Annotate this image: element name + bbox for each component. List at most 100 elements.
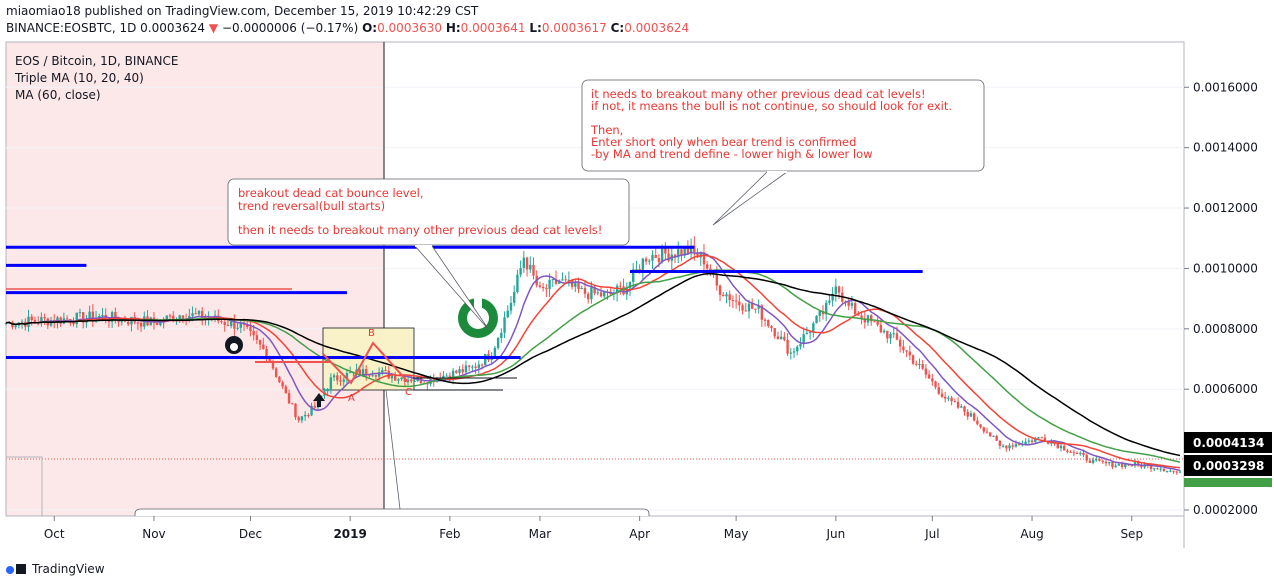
candle-body: [262, 344, 265, 349]
candle-body: [805, 332, 809, 335]
candle-body: [882, 330, 886, 333]
candle-body: [680, 249, 683, 256]
x-tick-label: 2019: [333, 527, 366, 541]
candle-body: [783, 336, 786, 340]
candle-body: [484, 353, 487, 365]
candle-body: [461, 369, 464, 373]
close-value: 0.0003624: [624, 21, 690, 35]
symbol-ohlc-line: BINANCE:EOSBTC, 1D 0.0003624 ▼ −0.000000…: [6, 21, 689, 35]
candle-body: [313, 405, 316, 408]
candle-body: [834, 286, 838, 294]
callout-2-line-6: -by MA and trend define - lower high & l…: [591, 147, 873, 161]
price-axis[interactable]: 0.0016000 0.0014000 0.0012000 0.0010000 0.00…: [1184, 80, 1258, 517]
candle-body: [197, 310, 201, 315]
candle-body: [516, 274, 519, 293]
candle-body: [191, 313, 194, 317]
candle-body: [464, 365, 468, 373]
price-chart[interactable]: 0.0016000 0.0014000 0.0012000 0.0010000 0.00…: [0, 0, 1274, 556]
candle-body: [541, 286, 545, 289]
candle-body: [178, 315, 181, 320]
y-tick-label: 0.0008000: [1193, 322, 1258, 336]
candle-body: [474, 366, 477, 368]
candle-body: [628, 281, 632, 289]
drawn-rectangle: [5, 456, 43, 517]
candle-body: [779, 336, 783, 340]
x-tick-label: Apr: [629, 527, 650, 541]
candle-body: [75, 312, 78, 325]
candle-body: [1001, 445, 1005, 447]
candle-body: [689, 245, 693, 254]
candle-body: [1172, 470, 1175, 472]
candle-body: [101, 314, 104, 317]
candle-body: [278, 376, 281, 383]
svg-text:0.0004134: 0.0004134: [1193, 436, 1264, 450]
callout-2-line-2: if not, it means the bull is not continu…: [591, 99, 952, 113]
candle-body: [660, 246, 664, 263]
candle-body: [1159, 468, 1162, 470]
x-tick-label: Feb: [439, 527, 460, 541]
candle-body: [20, 321, 24, 323]
dead-cat-levels[interactable]: [6, 245, 923, 359]
candle-body: [345, 373, 349, 380]
annotation-callout-3[interactable]: [134, 389, 650, 516]
candle-body: [368, 375, 371, 377]
annotation-callout-1[interactable]: breakout dead cat bounce level, trend re…: [227, 178, 630, 331]
candle-body: [1027, 440, 1031, 442]
candle-body: [30, 316, 33, 321]
candle-body: [853, 303, 857, 315]
candle-body: [265, 348, 268, 359]
candle-body: [850, 303, 854, 306]
candle-body: [1095, 459, 1098, 461]
candle-body: [114, 312, 117, 320]
candle-body: [503, 317, 506, 333]
candle-body: [551, 279, 554, 281]
candle-body: [979, 424, 982, 428]
candle-body: [985, 431, 989, 433]
candle-body: [348, 372, 352, 374]
candle-body: [667, 253, 670, 261]
candle-body: [548, 279, 551, 290]
candle-body: [989, 432, 992, 437]
tradingview-footer[interactable]: TradingView: [4, 558, 105, 580]
candle-body: [567, 279, 571, 281]
time-axis[interactable]: Oct Nov Dec 2019 Feb Mar Apr May Jun Jul Aug Sep: [44, 516, 1143, 541]
candle-body: [1156, 468, 1159, 470]
candle-body: [1040, 437, 1043, 439]
annotation-callout-2[interactable]: it needs to breakout many other previous…: [581, 79, 985, 226]
candle-body: [924, 368, 928, 375]
candle-body: [956, 401, 960, 408]
candle-body: [927, 374, 931, 379]
candle-body: [1011, 445, 1014, 447]
candle-body: [641, 258, 645, 272]
candle-body: [72, 322, 75, 325]
candle-body: [635, 269, 638, 271]
candle-body: [828, 300, 831, 303]
abc-pattern-line: [322, 341, 409, 385]
candle-body: [1120, 464, 1124, 467]
candle-body: [393, 375, 397, 381]
candle-body: [532, 264, 535, 276]
candle-body: [525, 257, 529, 270]
candle-body: [201, 310, 204, 320]
candle-body: [1124, 463, 1127, 467]
candle-body: [307, 415, 310, 417]
candle-body: [738, 301, 741, 306]
ma-legend-triple: Triple MA (10, 20, 40): [14, 71, 144, 85]
callout-1-line-1: breakout dead cat bounce level,: [238, 186, 424, 200]
candle-body: [274, 368, 278, 377]
candle-body: [506, 310, 509, 318]
candle-body: [291, 403, 294, 405]
candle-body: [1056, 443, 1059, 449]
callout-2-line-5: Enter short only when bear trend is conf…: [591, 135, 856, 149]
candle-body: [397, 379, 400, 381]
candle-body: [615, 285, 619, 294]
candle-body: [944, 396, 947, 399]
candle-body: [870, 315, 873, 322]
candle-body: [172, 315, 175, 322]
candle-body: [1008, 445, 1011, 449]
candle-body: [255, 335, 259, 340]
candle-body: [4, 322, 8, 324]
candle-body: [982, 427, 985, 432]
candle-body: [1063, 445, 1066, 451]
candle-body: [377, 372, 381, 377]
